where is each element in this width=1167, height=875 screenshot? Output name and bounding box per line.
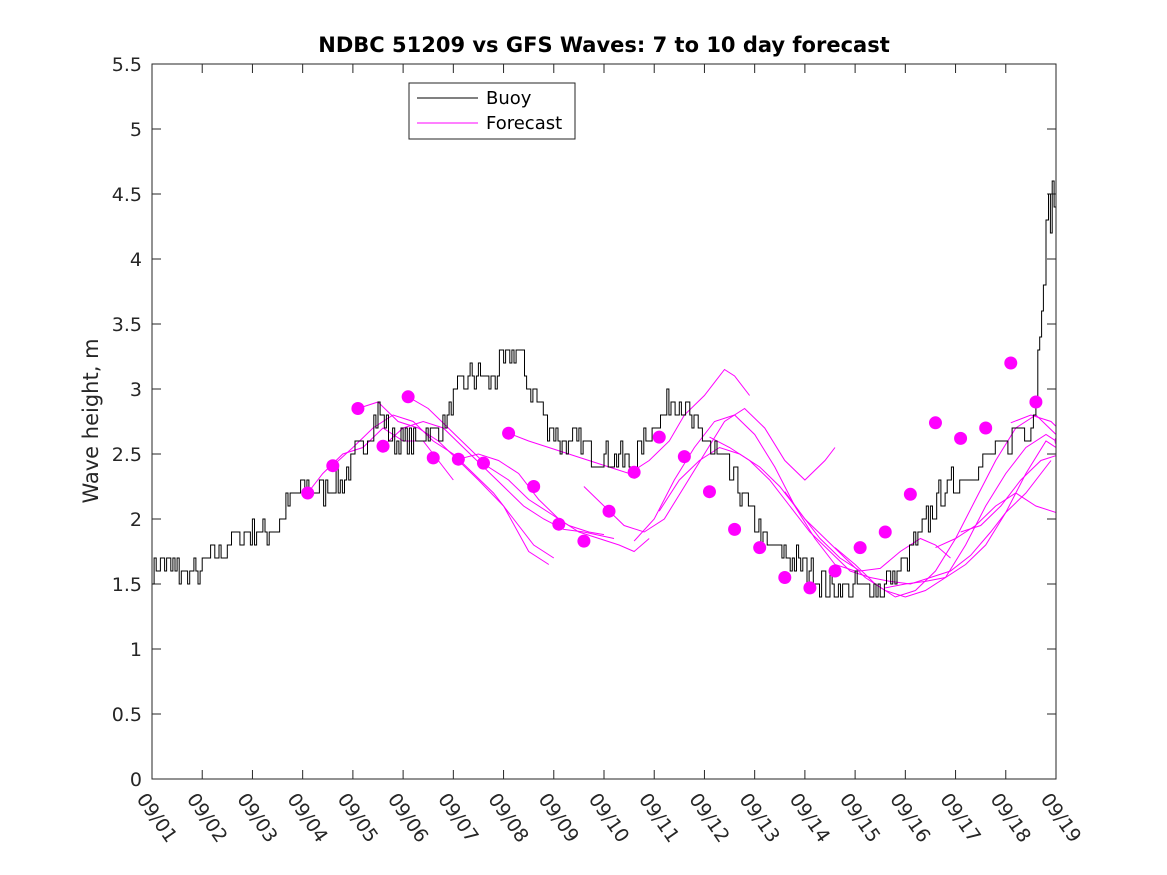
y-tick-label: 5.5 — [112, 54, 142, 76]
forecast-marker — [903, 487, 917, 501]
forecast-run-line — [709, 436, 1052, 585]
forecast-marker — [376, 439, 390, 453]
forecast-marker — [928, 416, 942, 430]
y-tick-label: 3.5 — [112, 314, 142, 336]
forecast-marker — [502, 426, 516, 440]
y-tick-label: 0.5 — [112, 704, 142, 726]
forecast-marker — [803, 581, 817, 595]
forecast-run-line — [407, 396, 605, 536]
forecast-run-line — [382, 420, 615, 539]
forecast-marker — [702, 485, 716, 499]
forecast-marker — [527, 480, 541, 493]
legend-box — [408, 82, 576, 140]
forecast-marker — [351, 402, 365, 415]
y-tick-label: 5 — [130, 119, 142, 141]
forecast-markers — [301, 356, 1056, 595]
forecast-marker — [326, 459, 340, 473]
y-tick-label: 1 — [130, 639, 142, 661]
forecast-run-line — [960, 455, 1056, 533]
forecast-marker — [753, 541, 767, 555]
buoy-line — [152, 180, 1056, 598]
y-tick-label: 3 — [130, 379, 142, 401]
forecast-marker — [878, 525, 892, 539]
forecast-marker — [451, 452, 465, 466]
chart-title: NDBC 51209 vs GFS Waves: 7 to 10 day for… — [318, 33, 889, 57]
legend-buoy-label: Buoy — [486, 88, 532, 109]
plot-area — [152, 180, 1056, 598]
y-tick-label: 0 — [130, 769, 142, 791]
buoy-layer — [152, 180, 1056, 598]
forecast-run-line — [332, 414, 555, 559]
y-tick-label: 2.5 — [112, 444, 142, 466]
forecast-run-line — [784, 433, 1056, 598]
forecast-marker — [853, 541, 867, 555]
y-tick-label: 2 — [130, 509, 142, 531]
forecast-marker — [828, 564, 842, 578]
forecast-marker — [577, 534, 591, 548]
forecast-marker — [401, 390, 415, 404]
forecast-run-line — [583, 407, 836, 533]
forecast-marker — [426, 451, 440, 465]
forecast-run-line — [885, 440, 1056, 589]
forecast-marker — [728, 522, 742, 536]
forecast-run-line — [1010, 414, 1056, 428]
forecast-marker — [301, 486, 315, 500]
forecast-marker — [954, 431, 968, 445]
y-axis-label: Wave height, m — [79, 338, 103, 503]
forecast-run-line — [633, 414, 856, 572]
forecast-marker — [778, 571, 792, 584]
forecast-runs — [307, 368, 1056, 598]
forecast-marker — [1029, 395, 1043, 409]
y-tick-label: 4.5 — [112, 184, 142, 206]
forecast-marker — [552, 517, 566, 531]
forecast-run-line — [508, 368, 750, 475]
y-tick-label: 4 — [130, 249, 142, 271]
legend: Buoy Forecast — [408, 82, 576, 140]
forecast-marker — [602, 504, 616, 518]
legend-forecast-label: Forecast — [486, 113, 562, 134]
y-axis-ticks: 0 0.5 1 1.5 2 2.5 3 3.5 4 4.5 5 5.5 — [112, 54, 1056, 791]
forecast-marker — [1004, 356, 1018, 370]
y-tick-label: 1.5 — [112, 574, 142, 596]
forecast-marker — [476, 456, 490, 470]
forecast-marker — [652, 430, 666, 444]
forecast-marker — [677, 450, 691, 464]
forecast-marker — [979, 421, 993, 435]
axes-box — [151, 63, 1057, 780]
forecast-marker — [627, 465, 641, 479]
